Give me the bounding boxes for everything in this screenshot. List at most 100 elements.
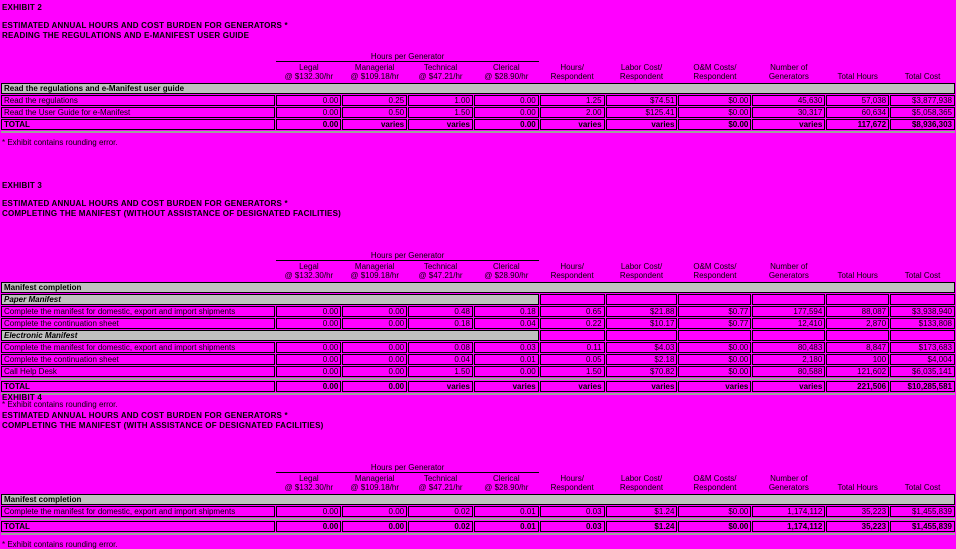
column-header-line2: Generators: [768, 271, 809, 280]
empty-cell: [539, 330, 605, 341]
exhibit-title-line2: COMPLETING THE MANIFEST (WITH ASSISTANCE…: [2, 421, 324, 430]
column-header-line1: Managerial: [354, 262, 395, 271]
column-header-line2: Total Cost: [904, 72, 941, 81]
row-value-9: $3,877,938: [890, 95, 955, 106]
header-spacer: [1, 52, 275, 62]
table-header-columns-row: Legal @ $132.30/hr Managerial @ $109.18/hr T…: [1, 474, 955, 493]
empty-cell: [826, 330, 890, 341]
table-row: Complete the manifest for domestic, expo…: [1, 506, 955, 517]
column-header-line1: Hours/: [560, 262, 584, 271]
row-value-6: $0.77: [678, 306, 752, 317]
column-header-line1: Labor Cost/: [620, 63, 663, 72]
row-value-6: $0.00: [678, 506, 752, 517]
column-header-line2: @ $109.18/hr: [350, 72, 399, 81]
row-value-8: 121,602: [826, 366, 890, 377]
column-header-line1: Clerical: [492, 474, 520, 483]
row-value-7: 2,180: [752, 354, 826, 365]
table-bottom-border-cell: [1, 131, 955, 133]
table-bottom-border: [1, 131, 955, 133]
header-spacer: [1, 251, 275, 261]
column-header-line2: Total Hours: [837, 271, 878, 280]
column-header-line1: Number of: [770, 63, 808, 72]
column-header-5: Labor Cost/Respondent: [606, 262, 678, 281]
column-header-6: O&M Costs/Respondent: [678, 474, 751, 493]
row-value-8: 35,223: [826, 506, 890, 517]
row-value-9: $133,808: [890, 318, 955, 329]
row-value-0: 0.00: [276, 366, 342, 377]
table-row: Complete the continuation sheet 0.00 0.00 0…: [1, 354, 955, 365]
column-header-line1: O&M Costs/: [693, 63, 737, 72]
exhibit-title-line2: COMPLETING THE MANIFEST (WITHOUT ASSISTA…: [2, 209, 341, 218]
row-value-6: $0.00: [678, 95, 752, 106]
header-spacer: [540, 52, 955, 62]
column-header-line2: @ $47.21/hr: [418, 72, 463, 81]
row-value-0: 0.00: [276, 95, 342, 106]
exhibit-number: EXHIBIT 4: [2, 393, 43, 402]
column-header-line2: Respondent: [619, 483, 664, 492]
table-bottom-border-cell: [1, 393, 955, 395]
empty-cell: [539, 294, 605, 305]
row-label: Call Help Desk: [1, 366, 276, 377]
row-label: Read the User Guide for e-Manifest: [1, 107, 276, 118]
row-value-6: varies: [678, 381, 752, 392]
row-value-7: varies: [752, 381, 826, 392]
separator-cell: [1, 378, 955, 380]
row-value-7: 80,483: [752, 342, 826, 353]
row-value-3: 0.03: [473, 342, 539, 353]
column-header-line2: @ $47.21/hr: [418, 483, 463, 492]
row-value-1: 0.25: [342, 95, 408, 106]
total-row: TOTAL 0.00 0.00 varies varies varies varies var…: [1, 381, 955, 392]
column-header-2: Technical @ $47.21/hr: [408, 63, 473, 82]
separator-cell: [1, 518, 955, 520]
burden-table-exhibit-2: Hours per Generator Legal @ $132.30/hr Mana…: [0, 51, 956, 134]
exhibit-title-line1: ESTIMATED ANNUAL HOURS AND COST BURDEN F…: [2, 21, 288, 30]
table-row: Complete the manifest for domestic, expo…: [1, 342, 955, 353]
row-value-4: 0.05: [539, 354, 605, 365]
row-value-2: 1.50: [408, 366, 473, 377]
row-value-3: 0.01: [473, 354, 539, 365]
empty-cell: [605, 330, 678, 341]
row-value-1: 0.00: [342, 506, 408, 517]
exhibit-number: EXHIBIT 3: [2, 181, 43, 190]
row-value-8: 60,634: [826, 107, 890, 118]
row-value-7: varies: [752, 119, 826, 130]
column-header-line1: Number of: [770, 262, 808, 271]
column-group-label: Hours per Generator: [276, 52, 539, 62]
table-header-group-row: Hours per Generator: [1, 52, 955, 62]
table-header-columns-row: Legal @ $132.30/hr Managerial @ $109.18/hr T…: [1, 63, 955, 82]
row-value-4: varies: [539, 381, 605, 392]
column-header-line2: Respondent: [550, 72, 594, 81]
exhibit-3-section: EXHIBIT 3 ESTIMATED ANNUAL HOURS AND COS…: [0, 178, 956, 409]
row-value-7: 1,174,112: [752, 506, 826, 517]
column-header-9: Total Cost: [890, 262, 955, 281]
row-value-7: 45,630: [752, 95, 826, 106]
header-spacer: [540, 463, 955, 473]
row-value-4: 0.65: [539, 306, 605, 317]
table-footnote: * Exhibit contains rounding error.: [2, 540, 118, 549]
row-value-8: 2,870: [826, 318, 890, 329]
row-value-8: 117,672: [826, 119, 890, 130]
column-header-line2: Generators: [768, 72, 809, 81]
column-header-line1: Clerical: [492, 262, 520, 271]
column-header-line1: Labor Cost/: [620, 262, 663, 271]
row-value-7: 177,594: [752, 306, 826, 317]
column-header-line1: Hours/: [560, 474, 584, 483]
row-label: Complete the manifest for domestic, expo…: [1, 306, 276, 317]
exhibit-number: EXHIBIT 2: [2, 3, 43, 12]
row-value-3: 0.04: [473, 318, 539, 329]
row-value-5: $74.51: [605, 95, 678, 106]
row-value-9: $173,683: [890, 342, 955, 353]
column-header-7: Number of Generators: [752, 63, 825, 82]
row-value-1: 0.00: [342, 342, 408, 353]
header-spacer: [1, 474, 275, 493]
row-value-3: 0.00: [473, 366, 539, 377]
section-band-row: Manifest completion: [1, 494, 955, 505]
column-header-4: Hours/Respondent: [540, 262, 605, 281]
column-header-line1: Hours/: [560, 63, 584, 72]
row-value-2: varies: [408, 119, 473, 130]
row-value-0: 0.00: [276, 354, 342, 365]
column-header-line2: Respondent: [693, 72, 737, 81]
row-value-2: 0.48: [408, 306, 473, 317]
burden-table-exhibit-4: Hours per Generator Legal @ $132.30/hr Mana…: [0, 462, 956, 536]
document-page: { "page": { "background_color": "#FF00FF…: [0, 3, 956, 549]
